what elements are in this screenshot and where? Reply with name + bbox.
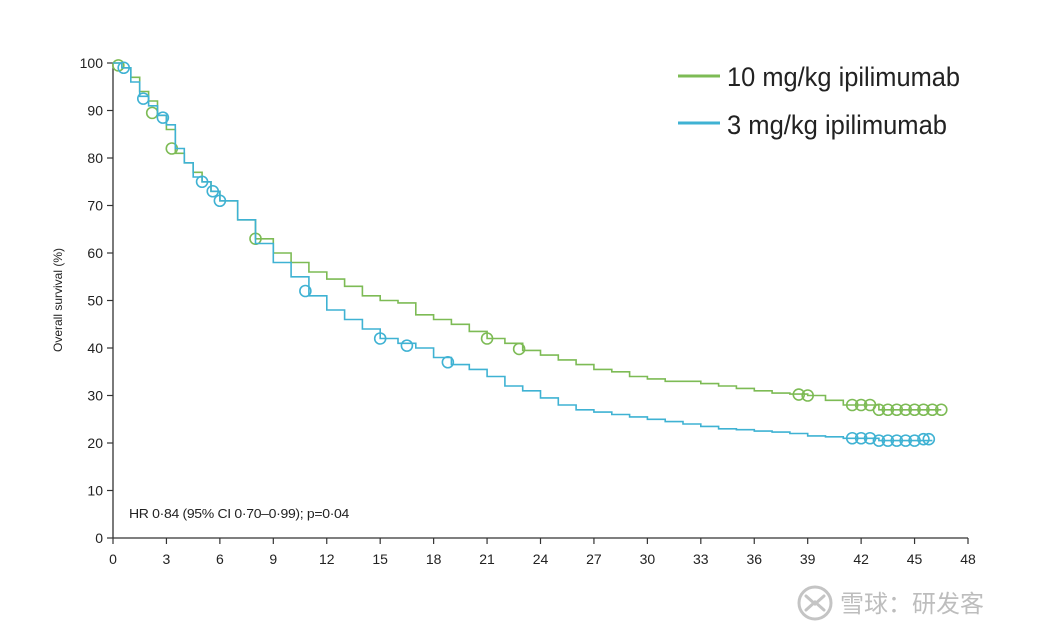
censor-mark-3mg xyxy=(854,431,868,445)
censor-mark-10mg xyxy=(801,389,814,402)
censor-mark-3mg xyxy=(917,432,930,446)
y-tick-label: 10 xyxy=(87,483,103,499)
y-tick-label: 20 xyxy=(87,435,103,451)
censor-mark-3mg xyxy=(373,332,387,345)
x-tick-label: 36 xyxy=(746,551,762,567)
y-tick-label: 70 xyxy=(87,198,103,214)
x-tick-label: 27 xyxy=(586,551,602,567)
series-layer xyxy=(112,59,948,447)
y-tick-label: 100 xyxy=(80,55,104,71)
x-tick-label: 33 xyxy=(693,551,709,567)
x-tick-label: 6 xyxy=(216,551,224,567)
censor-mark-3mg xyxy=(908,434,921,447)
x-tick-label: 45 xyxy=(907,551,923,567)
censor-mark-10mg xyxy=(908,403,921,417)
censor-mark-3mg xyxy=(872,434,886,447)
legend-entry-3mg: 3 mg/kg ipilimumab xyxy=(678,110,947,140)
censor-mark-3mg xyxy=(213,194,227,208)
censor-mark-10mg xyxy=(145,106,159,120)
y-axis-label: Overall survival (%) xyxy=(51,248,65,352)
censor-mark-10mg xyxy=(854,398,868,412)
censor-mark-3mg xyxy=(863,431,877,445)
hazard-ratio-annotation: HR 0·84 (95% CI 0·70–0·99); p=0·04 xyxy=(129,506,349,521)
survival-curve-3mg xyxy=(113,62,933,442)
censor-mark-3mg xyxy=(299,284,312,298)
censor-mark-3mg xyxy=(899,434,912,447)
x-tick-label: 21 xyxy=(479,551,495,567)
y-tick-label: 30 xyxy=(87,388,103,404)
censor-mark-3mg xyxy=(156,111,170,124)
x-tick-label: 15 xyxy=(372,551,388,567)
censor-mark-3mg xyxy=(136,92,150,105)
censor-mark-10mg xyxy=(792,388,806,401)
censor-mark-10mg xyxy=(872,403,886,417)
y-tick-label: 90 xyxy=(87,103,103,119)
x-tick-label: 9 xyxy=(269,551,277,567)
legend: 10 mg/kg ipilimumab 3 mg/kg ipilimumab xyxy=(678,62,960,140)
x-tick-label: 30 xyxy=(640,551,656,567)
x-tick-label: 42 xyxy=(853,551,869,567)
censor-mark-10mg xyxy=(917,403,930,417)
legend-label-3mg: 3 mg/kg ipilimumab xyxy=(727,110,947,140)
legend-entry-10mg: 10 mg/kg ipilimumab xyxy=(678,62,960,92)
censor-mark-10mg xyxy=(899,403,912,417)
watermark-text: 雪球：研发客 xyxy=(840,590,984,618)
x-ticks: 0 3 6 9 12 15 18 21 24 27 30 33 36 39 42 45 48 xyxy=(109,538,976,567)
xueqiu-logo-icon xyxy=(797,585,833,621)
censor-mark-3mg xyxy=(195,175,209,189)
censor-mark-10mg xyxy=(890,403,904,417)
censor-mark-3mg xyxy=(922,432,936,446)
watermark: 雪球：研发客 xyxy=(797,585,984,621)
censor-mark-3mg xyxy=(400,339,414,352)
censor-mark-3mg xyxy=(890,434,904,447)
censor-mark-10mg xyxy=(934,403,948,417)
censor-mark-10mg xyxy=(480,332,494,345)
censor-mark-10mg xyxy=(926,403,939,417)
censor-mark-3mg xyxy=(845,431,859,445)
censor-mark-3mg xyxy=(441,355,455,369)
x-tick-label: 0 xyxy=(109,551,117,567)
y-tick-label: 50 xyxy=(87,293,103,309)
x-tick-label: 48 xyxy=(960,551,976,567)
censor-mark-10mg xyxy=(845,398,859,412)
censor-mark-3mg xyxy=(881,434,895,447)
y-ticks: 0 10 20 30 40 50 60 70 80 90 100 xyxy=(80,55,113,546)
legend-label-10mg: 10 mg/kg ipilimumab xyxy=(727,62,960,92)
x-tick-label: 12 xyxy=(319,551,335,567)
censor-mark-3mg xyxy=(117,61,130,75)
censor-mark-3mg xyxy=(206,184,220,198)
y-tick-label: 0 xyxy=(95,530,103,546)
censor-mark-10mg xyxy=(512,342,526,356)
y-tick-label: 80 xyxy=(87,150,103,166)
x-tick-label: 3 xyxy=(163,551,171,567)
x-tick-label: 18 xyxy=(426,551,442,567)
censor-mark-10mg xyxy=(881,403,895,417)
y-tick-label: 40 xyxy=(87,340,103,356)
series-3mg xyxy=(113,61,936,447)
x-tick-label: 24 xyxy=(533,551,549,567)
x-tick-label: 39 xyxy=(800,551,816,567)
y-tick-label: 60 xyxy=(87,245,103,261)
axes: 0 3 6 9 12 15 18 21 24 27 30 33 36 39 42 45 48 010203040… xyxy=(80,55,976,567)
